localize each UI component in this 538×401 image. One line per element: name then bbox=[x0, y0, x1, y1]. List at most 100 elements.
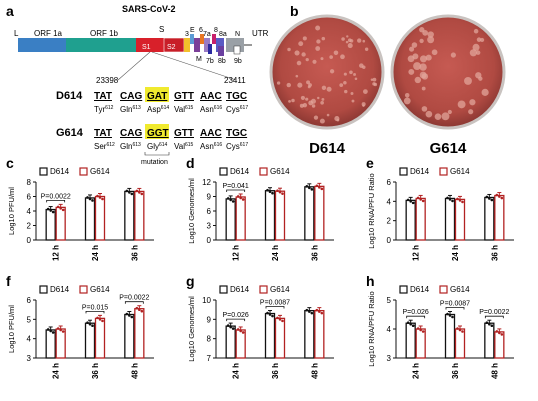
p-value-label: P=0.0087 bbox=[260, 300, 290, 307]
x-tick-label: 48 h bbox=[490, 363, 499, 379]
legend-label-d614: D614 bbox=[230, 285, 250, 294]
significance-bracket bbox=[265, 306, 285, 309]
data-point bbox=[485, 321, 489, 325]
seg-label-orf1a: ORF 1a bbox=[34, 29, 63, 38]
x-tick-label: 12 h bbox=[232, 245, 241, 261]
amino-acid: Asn616 bbox=[200, 105, 222, 114]
data-point bbox=[490, 324, 494, 328]
seg-s1 bbox=[136, 38, 164, 52]
data-point bbox=[500, 333, 504, 336]
codon: GTT bbox=[174, 91, 194, 102]
data-point bbox=[239, 329, 242, 333]
seg-label-8b: 8b bbox=[218, 58, 226, 65]
data-point bbox=[101, 197, 104, 201]
seg-label-s2: S2 bbox=[167, 44, 176, 51]
x-tick-label: 48 h bbox=[130, 363, 139, 379]
legend: D614 G614 bbox=[39, 167, 110, 176]
data-point bbox=[419, 198, 422, 201]
data-point bbox=[485, 195, 489, 199]
bar-d614-0 bbox=[405, 322, 416, 359]
plaque bbox=[469, 49, 477, 57]
x-tick-label: 24 h bbox=[91, 245, 100, 261]
plaque bbox=[422, 30, 429, 36]
codon: GAT bbox=[147, 91, 167, 102]
data-point bbox=[456, 197, 459, 201]
plaque bbox=[341, 37, 345, 41]
position-start: 23398 bbox=[96, 76, 119, 85]
zoom-line-left bbox=[117, 51, 151, 81]
data-point bbox=[308, 310, 311, 313]
bar-g614-1 bbox=[274, 190, 286, 241]
plaque bbox=[354, 77, 358, 81]
plaque bbox=[301, 52, 306, 57]
legend-swatch-g614 bbox=[439, 167, 448, 176]
legend-label-d614: D614 bbox=[410, 285, 430, 294]
y-axis-label: Log10 Genomes/ml bbox=[187, 296, 196, 362]
data-point bbox=[318, 310, 321, 313]
legend-swatch-g614 bbox=[79, 285, 88, 294]
bar-g614-0 bbox=[55, 328, 66, 359]
plaque bbox=[291, 98, 295, 103]
data-point bbox=[268, 313, 272, 316]
y-tick-label: 6 bbox=[387, 178, 392, 187]
codon: TGC bbox=[226, 128, 247, 139]
plaques-g614 bbox=[403, 27, 489, 121]
seg-7b bbox=[208, 44, 212, 54]
y-tick-label: 7 bbox=[207, 354, 212, 363]
x-tick-label: 24 h bbox=[271, 245, 280, 261]
data-point bbox=[271, 314, 274, 318]
bar-d614-0 bbox=[45, 329, 56, 359]
seg-8b bbox=[218, 46, 224, 56]
plaque bbox=[419, 38, 424, 44]
legend-swatch-g614 bbox=[79, 167, 88, 176]
plaque bbox=[346, 35, 349, 38]
plaque bbox=[357, 38, 362, 43]
data-point bbox=[409, 200, 412, 203]
bar-g614-0 bbox=[235, 329, 246, 359]
y-tick-label: 3 bbox=[387, 354, 392, 363]
data-point bbox=[305, 308, 309, 312]
significance-bracket bbox=[484, 315, 504, 319]
plaque bbox=[312, 59, 317, 64]
data-point bbox=[91, 324, 94, 328]
plaque bbox=[476, 37, 482, 42]
plaque bbox=[343, 72, 347, 76]
plaque bbox=[317, 96, 320, 100]
plaque bbox=[310, 98, 316, 104]
bar-d614-1 bbox=[84, 322, 96, 359]
data-point bbox=[51, 210, 55, 214]
seg-label-8: 8 bbox=[214, 27, 218, 34]
data-point bbox=[130, 315, 134, 319]
plaque bbox=[344, 89, 348, 94]
zoom-line-right bbox=[151, 51, 237, 81]
data-point bbox=[458, 199, 462, 202]
amino-acid: Cys617 bbox=[226, 105, 248, 114]
data-point bbox=[61, 208, 65, 212]
data-point bbox=[411, 324, 415, 328]
plaques-d614 bbox=[276, 25, 378, 124]
p-value-label: P=0.0087 bbox=[440, 301, 470, 308]
plaque bbox=[302, 36, 307, 41]
seg-label-7b: 7b bbox=[206, 58, 214, 65]
plaque bbox=[427, 36, 435, 44]
significance-bracket bbox=[124, 301, 144, 304]
data-point bbox=[446, 312, 449, 316]
data-point bbox=[281, 192, 284, 195]
x-tick-label: 24 h bbox=[52, 363, 61, 379]
variant-row-d614: D614 TAT CAG GAT GTT AAC TGC Tyr612 Gln6… bbox=[56, 90, 248, 114]
data-point bbox=[488, 322, 491, 326]
panel-letter-f: f bbox=[6, 273, 11, 289]
significance-bracket bbox=[445, 307, 465, 310]
data-point bbox=[448, 198, 452, 201]
bar-d614-1 bbox=[84, 197, 96, 241]
bar-d614-2 bbox=[484, 322, 495, 359]
data-point bbox=[498, 331, 501, 335]
y-axis-label: Log10 RNA/PFU Ratio bbox=[367, 291, 376, 366]
data-point bbox=[320, 187, 324, 191]
y-tick-label: 6 bbox=[207, 207, 212, 216]
data-point bbox=[88, 322, 92, 326]
seg-9b bbox=[233, 45, 241, 55]
chart-panel-g: g D614 G614 7 8 9 10 Log10 Genomes/ml 24 h P=0.02… bbox=[186, 273, 334, 379]
data-point bbox=[140, 309, 144, 313]
